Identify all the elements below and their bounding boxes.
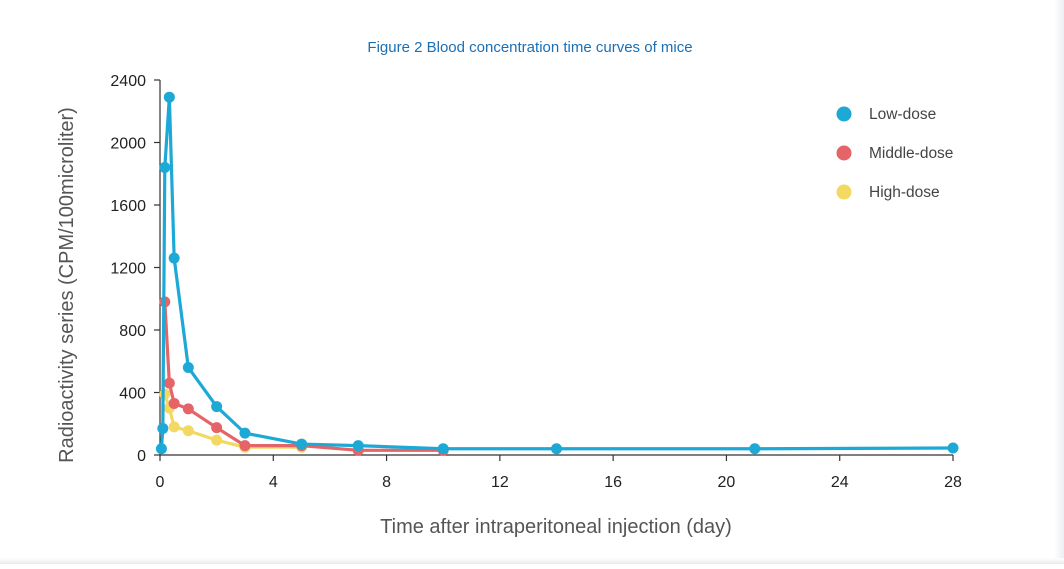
- y-tick-label: 2400: [110, 73, 146, 90]
- legend-swatch: [836, 184, 852, 200]
- data-point: [182, 403, 194, 415]
- y-tick-label: 400: [119, 386, 146, 403]
- x-tick-label: 28: [944, 474, 962, 491]
- y-tick-label: 800: [119, 323, 146, 340]
- right-edge-shade: [1054, 0, 1064, 564]
- legend-item: High-dose: [836, 184, 940, 201]
- data-point: [239, 427, 251, 439]
- data-point: [352, 440, 364, 452]
- data-point: [159, 388, 171, 400]
- y-tick-label: 1600: [110, 198, 146, 215]
- bottom-edge-shade: [0, 558, 1064, 564]
- series-line: [159, 95, 955, 451]
- series-layer: [155, 91, 959, 456]
- data-point: [163, 377, 175, 389]
- x-tick-label: 8: [382, 474, 391, 491]
- data-point: [163, 91, 175, 103]
- data-point: [551, 443, 562, 455]
- data-point: [239, 440, 251, 452]
- x-tick-label: 4: [269, 474, 278, 491]
- data-point: [182, 425, 194, 437]
- legend-label: Middle-dose: [869, 145, 953, 162]
- legend-swatch: [836, 106, 852, 122]
- x-tick-label: 12: [491, 474, 509, 491]
- series-low-dose: [155, 91, 959, 455]
- x-tick-label: 24: [831, 474, 849, 491]
- data-point: [749, 443, 761, 455]
- x-tick-label: 20: [718, 474, 736, 491]
- data-point: [168, 397, 180, 409]
- data-point: [211, 401, 223, 413]
- axis-ticks: 0 4 8 12 16 20 24 28 0 400 800 1200 1600 2000 2400: [110, 73, 962, 491]
- data-point: [159, 162, 171, 173]
- x-tick-label: 16: [604, 474, 622, 491]
- x-axis-title: Time after intraperitoneal injection (da…: [380, 516, 732, 538]
- x-tick-label: 0: [156, 474, 165, 491]
- data-point: [437, 443, 449, 455]
- legend-label: Low-dose: [869, 106, 936, 123]
- legend-item: Middle-dose: [836, 145, 953, 162]
- y-axis-title: Radioactivity series (CPM/100microliter): [56, 107, 78, 463]
- data-point: [155, 443, 167, 455]
- legend-item: Low-dose: [836, 106, 936, 123]
- data-point: [211, 422, 223, 434]
- data-point: [947, 442, 959, 454]
- series-line: [163, 300, 445, 452]
- legend-label: High-dose: [869, 184, 940, 201]
- y-tick-label: 1200: [110, 261, 146, 278]
- y-tick-label: 2000: [110, 136, 146, 153]
- legend-swatch: [836, 145, 852, 161]
- data-point: [168, 252, 180, 264]
- data-point: [182, 362, 194, 373]
- chart-title: Figure 2 Blood concentration time curves…: [367, 39, 692, 56]
- data-point: [168, 421, 180, 433]
- legend: Low-dose Middle-dose High-dose: [836, 106, 953, 201]
- series-middle-dose: [159, 296, 449, 456]
- data-point: [296, 438, 308, 450]
- y-tick-label: 0: [137, 448, 146, 465]
- data-point: [211, 434, 223, 446]
- data-point: [157, 422, 169, 434]
